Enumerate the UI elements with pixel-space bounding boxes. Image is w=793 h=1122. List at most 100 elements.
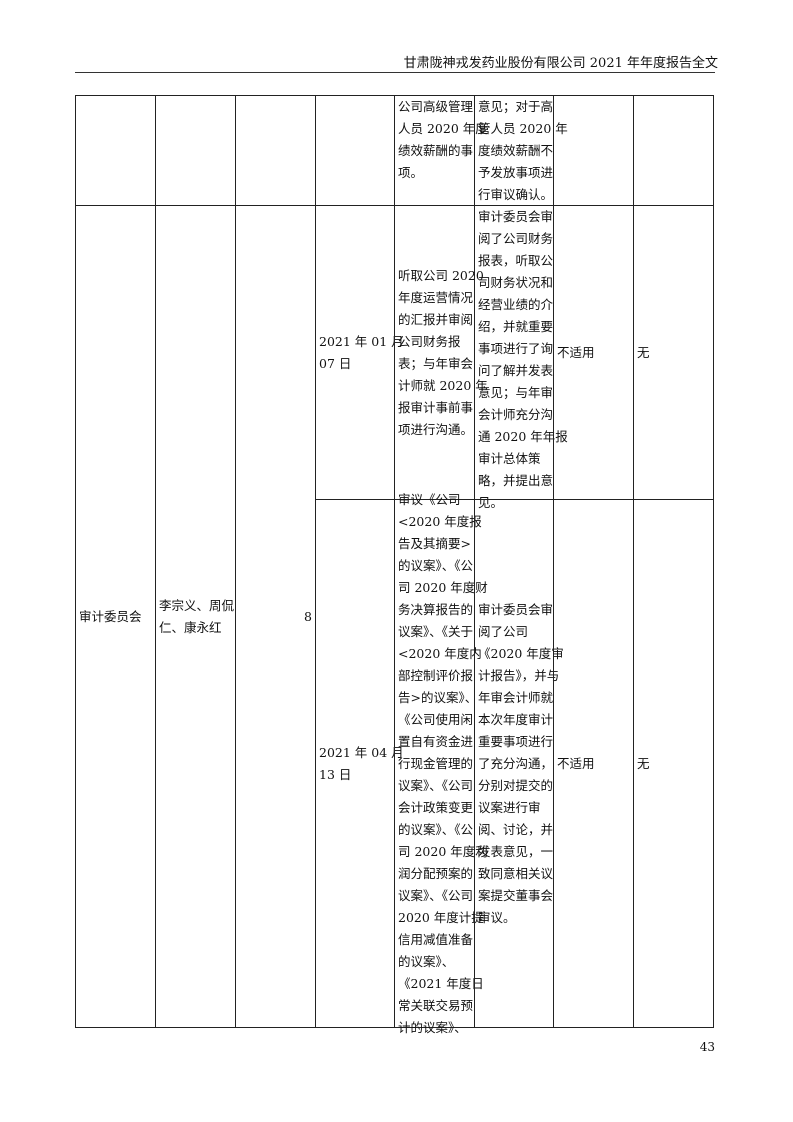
meeting-content-cell-line: 告>的议案》、 [398, 689, 478, 705]
meeting-content-cell: 听取公司 2020 年度运营情况 的汇报并审阅 公司财务报 表；与年审会 计师就 2020… [394, 205, 488, 500]
meeting-content-cell-line: 计的议案》、 [398, 1019, 467, 1035]
opinion-cell-line: 议案进行审 [478, 799, 541, 815]
meeting-content-cell-line: 司 2020 年度利 [398, 843, 488, 859]
meeting-content-cell: 审议《公司 <2020 年度报 告及其摘要> 的议案》、《公司 2020 年度财 务决算… [394, 492, 488, 1035]
opinion-cell-line: 通 2020 年年报 [478, 429, 568, 444]
content-cell: 公司高级管理 人员 2020 年度 绩效薪酬的事 项。 [394, 95, 488, 206]
meeting-content-cell-line: 务决算报告的 [398, 601, 474, 617]
opinion-cell-line: 审计总体策 [478, 451, 541, 466]
content-cell-line: 绩效薪酬的事 [398, 143, 474, 158]
meeting-content-cell-line: 司 2020 年度财 [398, 579, 488, 595]
meeting-content-cell-line: 议案》、《关于 [398, 623, 474, 639]
page-header-title: 甘肃陇神戎发药业股份有限公司 2021 年年度报告全文 [403, 56, 718, 71]
opinion-cell-line: 度绩效薪酬不 [478, 143, 554, 158]
opinion-cell-line: 予发放事项进 [478, 165, 554, 180]
meeting-date-cell: 2021 年 04 月 13 日 [315, 499, 404, 1028]
meeting-content-cell-line: 置自有资金进 [398, 733, 474, 749]
committee-cell: 审计委员会 [75, 205, 156, 1028]
meeting-date-cell-line: 13 日 [319, 766, 352, 782]
opinion-cell-line: 了充分沟通， [478, 755, 554, 771]
opinion-cell-line: 管人员 2020 年 [478, 121, 568, 136]
opinion-cell-line: 本次年度审计 [478, 711, 554, 727]
meeting-content-cell-line: 年度运营情况 [398, 289, 474, 305]
opinion-cell-line: 审计委员会审 [478, 209, 554, 224]
opinion-cell-line: 略，并提出意 [478, 473, 554, 488]
opinion-cell-line: 经营业绩的介 [478, 297, 554, 312]
meeting-content-cell-line: 《公司使用闲 [398, 711, 474, 727]
content-cell-line: 项。 [398, 165, 424, 180]
objection-cell [633, 95, 714, 206]
other-matters-cell-line: 不适用 [557, 344, 595, 360]
date-cell [315, 95, 395, 206]
opinion-cell-line: 会计师充分沟 [478, 407, 554, 422]
meeting-date-cell: 2021 年 01 月 07 日 [315, 205, 404, 500]
members-cell: 李宗义、周侃 仁、康永红 [155, 205, 236, 1028]
meeting-content-cell-line: 2020 年度计提 [398, 909, 484, 925]
opinion-cell-line: 重要事项进行 [478, 733, 554, 749]
count-cell-line: 8 [304, 608, 312, 624]
members-cell-line: 李宗义、周侃 [159, 597, 235, 613]
meeting-content-cell-line: 议案》、《公司 [398, 777, 474, 793]
other-matters-cell: 不适用 [553, 205, 634, 500]
meeting-content-cell-line: 部控制评价报 [398, 667, 474, 683]
members-cell [155, 95, 236, 206]
committee-cell-line: 审计委员会 [79, 608, 142, 624]
opinion-cell-line: 发表意见，一 [478, 843, 554, 859]
opinion-cell-line: 审议。 [478, 909, 516, 925]
other-matters-cell-line: 不适用 [557, 755, 595, 771]
content-cell-line: 人员 2020 年度 [398, 121, 488, 136]
meeting-content-cell-line: <2020 年度内 [398, 645, 482, 661]
meeting-content-cell-line: 的议案》、 [398, 953, 455, 969]
opinion-cell-line: 致同意相关议 [478, 865, 554, 881]
meeting-content-cell-line: 的议案》、《公 [398, 821, 474, 837]
meeting-content-cell-line: 的汇报并审阅 [398, 311, 474, 327]
opinion-cell-line: 阅、讨论，并 [478, 821, 554, 837]
page-number: 43 [699, 1040, 715, 1054]
opinion-cell-line: 行审议确认。 [478, 187, 554, 202]
opinion-cell-line: 绍，并就重要 [478, 319, 554, 334]
opinion-cell-line: 《2020 年度审 [478, 645, 564, 661]
opinion-cell-line: 见。 [478, 495, 504, 510]
objection-cell: 无 [633, 499, 714, 1028]
meeting-content-cell-line: 听取公司 2020 [398, 267, 484, 283]
objection-cell: 无 [633, 205, 714, 500]
members-cell-line: 仁、康永红 [159, 619, 222, 635]
content-cell-line: 公司高级管理 [398, 99, 474, 114]
meeting-content-cell-line: 常关联交易预 [398, 997, 474, 1013]
meeting-content-cell-line: 项进行沟通。 [398, 421, 474, 437]
meeting-content-cell-line: 《2021 年度日 [398, 975, 484, 991]
meeting-content-cell-line: 表；与年审会 [398, 355, 474, 371]
committee-cell [75, 95, 156, 206]
meeting-content-cell-line: 的议案》、《公 [398, 557, 474, 573]
opinion-cell: 意见；对于高 管人员 2020 年度绩效薪酬不 予发放事项进 行审议确认。 [474, 95, 568, 206]
meeting-content-cell-line: 审议《公司 [398, 491, 461, 507]
opinion-cell: 审计委员会审 阅了公司财务 报表，听取公 司财务状况和 经营业绩的介 绍，并就重要 事项进行… [474, 205, 568, 510]
opinion-cell-line: 计报告》，并与 [478, 667, 560, 683]
objection-cell-line: 无 [637, 755, 650, 771]
opinion-cell: 审计委员会审 阅了公司 《2020 年度审 计报告》，并与 年审会计师就 本次年度审计 重要… [474, 499, 564, 1028]
opinion-cell-line: 意见；对于高 [478, 99, 554, 114]
opinion-cell-line: 阅了公司 [478, 623, 529, 639]
other-matters-cell: 不适用 [553, 499, 634, 1028]
meeting-date-cell-line: 2021 年 01 月 [319, 333, 404, 349]
opinion-cell-line: 问了解并发表 [478, 363, 554, 378]
meeting-content-cell-line: 计师就 2020 年 [398, 377, 488, 393]
opinion-cell-line: 报表，听取公 [478, 253, 554, 268]
meeting-content-cell-line: <2020 年度报 [398, 513, 482, 529]
meeting-content-cell-line: 润分配预案的 [398, 865, 474, 881]
objection-cell-line: 无 [637, 344, 650, 360]
count-cell [235, 95, 316, 206]
opinion-cell-line: 司财务状况和 [478, 275, 554, 290]
meeting-date-cell-line: 07 日 [319, 355, 352, 371]
other-cell [553, 95, 634, 206]
meeting-content-cell-line: 行现金管理的 [398, 755, 474, 771]
opinion-cell-line: 案提交董事会 [478, 887, 554, 903]
meeting-content-cell-line: 议案》、《公司 [398, 887, 474, 903]
meeting-content-cell-line: 会计政策变更 [398, 799, 474, 815]
meeting-content-cell-line: 告及其摘要> [398, 535, 471, 551]
opinion-cell-line: 阅了公司财务 [478, 231, 554, 246]
meeting-content-cell-line: 报审计事前事 [398, 399, 474, 415]
opinion-cell-line: 年审会计师就 [478, 689, 554, 705]
meeting-content-cell-line: 信用减值准备 [398, 931, 474, 947]
